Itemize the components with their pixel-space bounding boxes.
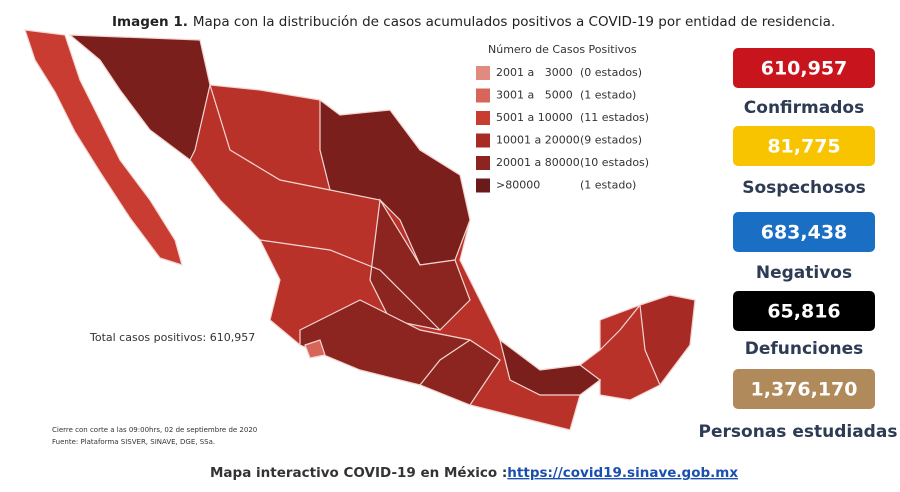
stat-box	[733, 48, 875, 88]
stat-label: Sospechosos	[742, 178, 866, 198]
stat-label: Personas estudiadas	[699, 422, 898, 442]
legend-range: >80000	[496, 179, 540, 192]
title-label: Imagen 1.	[112, 14, 188, 30]
legend-range: 20001 a 80000	[496, 156, 580, 169]
stat-value: 81,775	[767, 136, 840, 158]
legend-swatch	[476, 178, 490, 193]
stat-label: Defunciones	[745, 339, 864, 359]
legend-title: Número de Casos Positivos	[488, 43, 637, 56]
stat-box	[733, 126, 875, 166]
stat-box	[733, 291, 875, 331]
mexico-map	[24, 29, 696, 431]
title-text: Mapa con la distribución de casos acumul…	[193, 14, 835, 30]
source-note: Fuente: Plataforma SISVER, SINAVE, DGE, …	[52, 438, 215, 446]
title: Imagen 1. Mapa con la distribución de cas…	[112, 14, 835, 30]
legend-swatch	[476, 111, 490, 125]
legend-count: (0 estados)	[580, 66, 642, 79]
legend-count: (1 estado)	[580, 179, 636, 192]
legend-swatch	[476, 66, 490, 80]
legend-swatch	[476, 156, 490, 170]
legend-swatch	[476, 88, 490, 103]
legend-range: 2001 a 3000	[496, 66, 573, 79]
legend-range: 3001 a 5000	[496, 89, 573, 102]
footer: Mapa interactivo COVID-19 en México :htt…	[210, 465, 738, 481]
total-cases: Total casos positivos: 610,957	[89, 331, 255, 344]
footer-link[interactable]: https://covid19.sinave.gob.mx	[507, 465, 738, 481]
legend-swatch	[476, 133, 490, 148]
legend-range: 5001 a 10000	[496, 111, 573, 124]
footer-text: Mapa interactivo COVID-19 en México :	[210, 465, 507, 481]
stat-value: 65,816	[767, 301, 840, 323]
stat-box	[733, 212, 875, 252]
legend-count: (10 estados)	[580, 156, 649, 169]
stat-label: Confirmados	[744, 98, 864, 118]
stat-box	[733, 369, 875, 409]
source-note: Cierre con corte a las 09:00hrs, 02 de s…	[52, 426, 257, 434]
legend-count: (1 estado)	[580, 89, 636, 102]
stat-value: 1,376,170	[751, 379, 858, 401]
legend-count: (9 estados)	[580, 134, 642, 147]
legend-count: (11 estados)	[580, 111, 649, 124]
stat-value: 683,438	[761, 222, 848, 244]
stat-label: Negativos	[756, 263, 852, 283]
stat-value: 610,957	[761, 58, 848, 80]
legend-range: 10001 a 20000	[496, 134, 580, 147]
